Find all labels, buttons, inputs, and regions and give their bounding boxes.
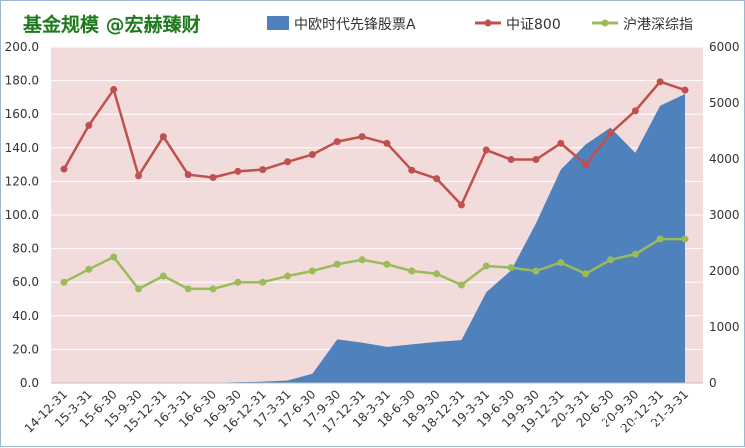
data-point-series-2 bbox=[532, 267, 540, 275]
area-series-layer bbox=[64, 94, 685, 383]
left-tick-label: 60.0 bbox=[12, 275, 39, 289]
data-point-series-1 bbox=[681, 86, 689, 94]
data-point-series-2 bbox=[606, 256, 614, 264]
data-point-series-2 bbox=[110, 253, 118, 261]
right-tick-label: 5000 bbox=[709, 96, 740, 110]
right-tick-label: 0 bbox=[709, 376, 717, 390]
data-point-series-2 bbox=[135, 285, 143, 293]
data-point-series-2 bbox=[209, 285, 217, 293]
data-point-series-2 bbox=[582, 270, 590, 278]
data-point-series-1 bbox=[557, 139, 565, 147]
left-tick-label: 40.0 bbox=[12, 309, 39, 323]
data-point-series-2 bbox=[259, 278, 267, 286]
line-series-1 bbox=[62, 80, 686, 207]
data-point-series-2 bbox=[284, 272, 292, 280]
data-point-series-2 bbox=[85, 265, 93, 273]
left-tick-label: 0.0 bbox=[20, 376, 39, 390]
right-tick-label: 4000 bbox=[709, 152, 740, 166]
data-point-series-2 bbox=[358, 256, 366, 264]
line-series-2 bbox=[63, 237, 685, 291]
data-point-series-1 bbox=[656, 78, 664, 86]
left-tick-label: 100.0 bbox=[5, 208, 39, 222]
data-point-series-2 bbox=[507, 264, 515, 272]
left-tick-label: 20.0 bbox=[12, 342, 39, 356]
data-point-series-2 bbox=[159, 272, 167, 280]
left-tick-label: 180.0 bbox=[5, 74, 39, 88]
data-point-series-2 bbox=[656, 235, 664, 243]
left-tick-label: 140.0 bbox=[5, 141, 39, 155]
data-point-series-2 bbox=[433, 270, 441, 278]
legend-swatch-csi800-marker bbox=[484, 19, 492, 27]
right-tick-label: 6000 bbox=[709, 40, 740, 54]
data-point-series-2 bbox=[308, 267, 316, 275]
data-point-series-1 bbox=[457, 201, 465, 209]
right-tick-label: 3000 bbox=[709, 208, 740, 222]
data-point-series-1 bbox=[358, 133, 366, 141]
data-point-series-1 bbox=[85, 121, 93, 129]
data-point-series-1 bbox=[184, 171, 192, 179]
data-point-series-1 bbox=[234, 167, 242, 175]
data-point-series-1 bbox=[135, 172, 143, 180]
data-point-series-2 bbox=[60, 278, 68, 286]
data-point-series-2 bbox=[457, 281, 465, 289]
data-point-series-2 bbox=[333, 260, 341, 268]
data-point-series-1 bbox=[308, 151, 316, 159]
data-point-series-2 bbox=[184, 285, 192, 293]
left-tick-label: 200.0 bbox=[5, 40, 39, 54]
data-point-series-1 bbox=[159, 133, 167, 141]
data-point-series-2 bbox=[557, 259, 565, 267]
data-point-series-1 bbox=[333, 138, 341, 146]
legend-swatch-hks-marker bbox=[601, 19, 609, 27]
legend-label-csi800: 中证800 bbox=[506, 17, 561, 33]
right-tick-label: 1000 bbox=[709, 320, 740, 334]
data-point-series-2 bbox=[681, 235, 689, 243]
right-tick-label: 2000 bbox=[709, 264, 740, 278]
data-point-series-2 bbox=[482, 262, 490, 270]
data-point-series-1 bbox=[259, 166, 267, 174]
legend-label-fund: 中欧时代先锋股票A bbox=[294, 17, 416, 33]
data-point-series-1 bbox=[482, 146, 490, 154]
data-point-series-2 bbox=[408, 267, 416, 275]
left-tick-label: 80.0 bbox=[12, 242, 39, 256]
data-point-series-1 bbox=[582, 161, 590, 169]
legend-label-hks: 沪港深综指 bbox=[623, 17, 693, 33]
area-series-fund bbox=[64, 94, 685, 383]
data-point-series-1 bbox=[631, 107, 639, 115]
data-point-series-1 bbox=[408, 166, 416, 174]
data-point-series-2 bbox=[383, 260, 391, 268]
line-series-layer bbox=[60, 78, 689, 293]
data-point-series-1 bbox=[60, 165, 68, 173]
data-point-series-1 bbox=[284, 158, 292, 166]
data-point-series-1 bbox=[507, 156, 515, 164]
legend-swatch-area bbox=[267, 16, 289, 30]
data-point-series-1 bbox=[383, 139, 391, 147]
data-point-series-1 bbox=[532, 156, 540, 164]
watermark-text: 头条 @宏赫臻财 bbox=[597, 415, 707, 433]
legend: 中欧时代先锋股票A 中证800 沪港深综指 bbox=[267, 16, 693, 33]
left-tick-label: 160.0 bbox=[5, 107, 39, 121]
data-point-series-1 bbox=[110, 86, 118, 94]
data-point-series-2 bbox=[631, 250, 639, 258]
data-point-series-1 bbox=[433, 175, 441, 183]
left-tick-label: 120.0 bbox=[5, 174, 39, 188]
chart-title: 基金规模 @宏赫臻财 bbox=[22, 13, 201, 36]
data-point-series-1 bbox=[209, 173, 217, 181]
data-point-series-1 bbox=[606, 129, 614, 137]
data-point-series-2 bbox=[234, 278, 242, 286]
